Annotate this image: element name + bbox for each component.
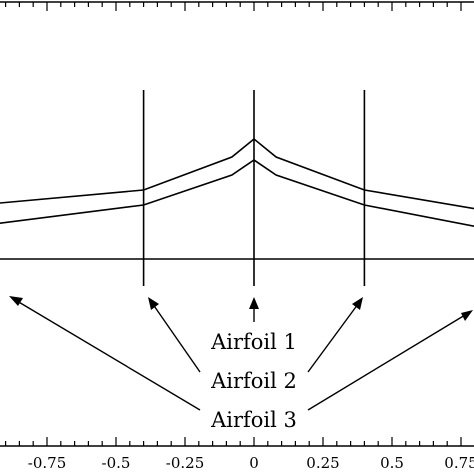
arrowhead-left-outer — [9, 296, 23, 306]
arrowhead-center — [249, 297, 259, 309]
arrow-right-inner — [307, 299, 362, 373]
arrow-group — [9, 296, 473, 411]
x-tick-label-4: 0.25 — [306, 454, 339, 472]
station-lines — [142, 90, 366, 286]
x-tick-label-3: 0 — [249, 454, 259, 472]
x-tick-label-5: 0.5 — [380, 454, 404, 472]
arrowhead-left-inner — [148, 297, 159, 310]
arrow-right-outer — [307, 311, 471, 411]
arrowhead-right-outer — [461, 310, 473, 321]
arrow-left-inner — [149, 299, 201, 373]
major-ticks — [46, 2, 462, 446]
arrowhead-right-inner — [352, 297, 363, 310]
label-airfoil-1: Airfoil 1 — [210, 330, 297, 354]
upper-surface-curve — [0, 137, 474, 210]
label-airfoil-2: Airfoil 2 — [210, 369, 297, 393]
label-airfoil-3: Airfoil 3 — [210, 408, 297, 432]
lower-surface-curve — [0, 159, 474, 227]
x-tick-label-2: -0.25 — [166, 454, 204, 472]
arrow-left-outer — [11, 297, 201, 411]
tick-labels: -0.75 -0.5 -0.25 0 0.25 0.5 0.75 — [28, 454, 474, 472]
minor-ticks — [4, 2, 448, 446]
x-tick-label-0: -0.75 — [28, 454, 66, 472]
x-tick-label-6: 0.75 — [444, 454, 474, 472]
x-tick-label-1: -0.5 — [102, 454, 131, 472]
